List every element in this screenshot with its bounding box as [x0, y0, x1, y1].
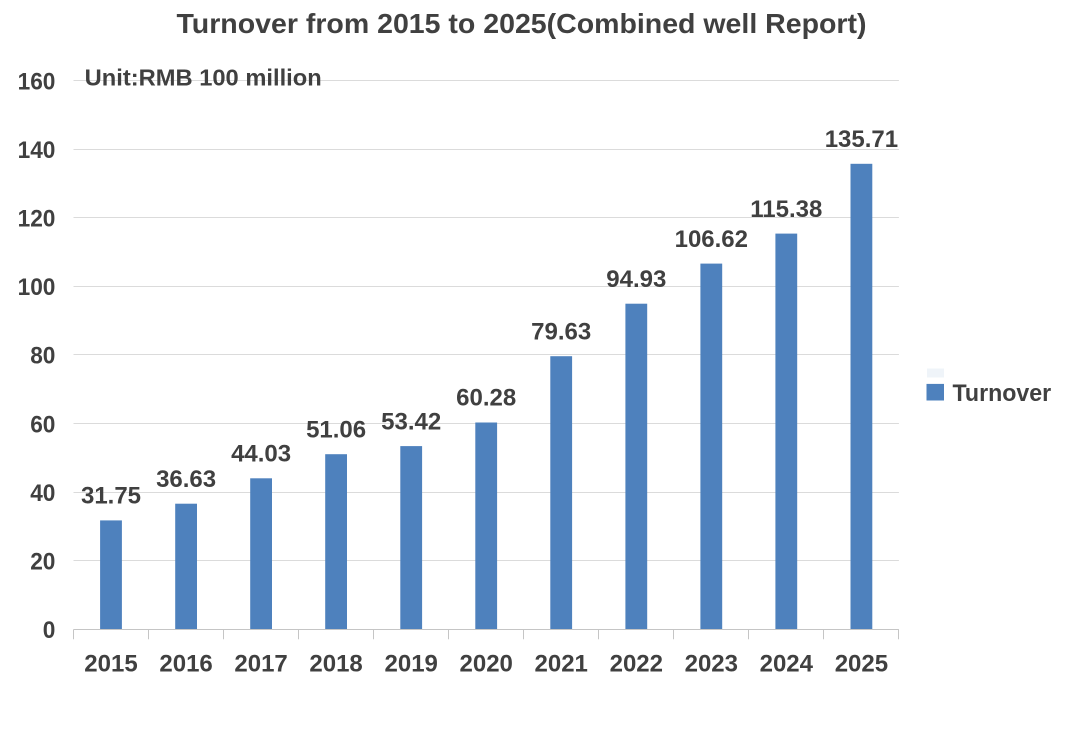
svg-text:2021: 2021 [535, 651, 588, 678]
svg-text:120: 120 [18, 206, 56, 233]
svg-text:2022: 2022 [610, 651, 663, 678]
svg-text:2024: 2024 [760, 651, 814, 678]
svg-text:60.28: 60.28 [456, 385, 516, 412]
svg-text:2023: 2023 [685, 651, 738, 678]
svg-text:51.06: 51.06 [306, 416, 366, 443]
svg-text:160: 160 [18, 68, 56, 95]
svg-text:Turnover: Turnover [953, 380, 1052, 407]
svg-text:100: 100 [18, 274, 56, 301]
svg-text:2016: 2016 [159, 651, 212, 678]
svg-text:53.42: 53.42 [381, 408, 441, 435]
svg-text:31.75: 31.75 [81, 483, 141, 510]
svg-text:2020: 2020 [460, 651, 513, 678]
svg-text:60: 60 [30, 411, 55, 438]
svg-text:0: 0 [43, 617, 56, 644]
svg-text:106.62: 106.62 [675, 226, 748, 253]
svg-text:40: 40 [30, 480, 55, 507]
svg-text:2025: 2025 [835, 651, 888, 678]
svg-text:Turnover from 2015 to 2025(Com: Turnover from 2015 to 2025(Combined well… [177, 8, 867, 39]
svg-text:2017: 2017 [234, 651, 287, 678]
svg-text:44.03: 44.03 [231, 441, 291, 468]
svg-text:2019: 2019 [385, 651, 438, 678]
svg-text:Unit:RMB 100 million: Unit:RMB 100 million [85, 65, 322, 91]
svg-text:36.63: 36.63 [156, 466, 216, 493]
svg-text:2018: 2018 [309, 651, 362, 678]
svg-text:2015: 2015 [84, 651, 137, 678]
svg-text:115.38: 115.38 [750, 196, 822, 223]
svg-text:80: 80 [30, 343, 55, 370]
svg-text:140: 140 [18, 137, 56, 164]
svg-text:79.63: 79.63 [531, 318, 591, 345]
svg-text:135.71: 135.71 [825, 126, 898, 153]
svg-text:94.93: 94.93 [606, 266, 666, 293]
svg-text:20: 20 [30, 549, 55, 576]
